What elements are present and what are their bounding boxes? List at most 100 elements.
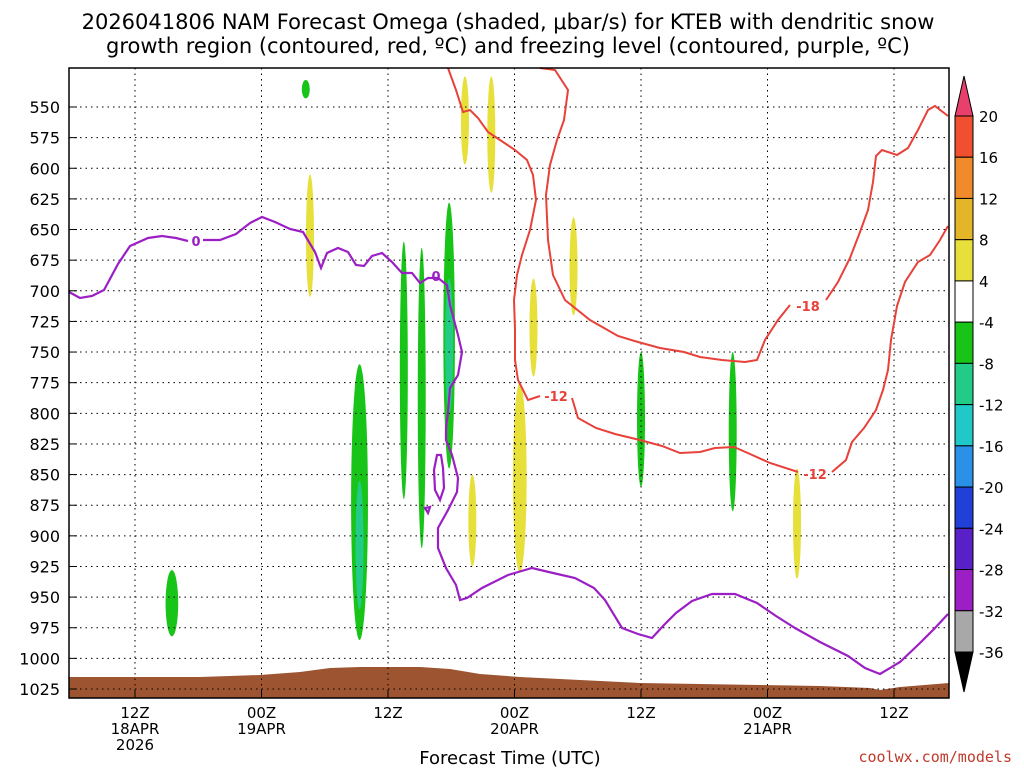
terrain-layer [69,667,949,698]
contour-layer: 0 0 -12 -18 -12 [68,67,949,676]
dgz-label-minus12-left: -12 [544,390,568,405]
y-tick-label-975: 975 [29,619,60,638]
y-tick-label-950: 950 [29,588,60,607]
colorbar-segment-2 [954,197,974,241]
colorbar-label-2: 12 [979,190,998,208]
colorbar-label-10: -24 [979,520,1004,538]
y-tick-label-650: 650 [29,221,60,240]
colorbar-segment-3 [954,239,974,282]
omega-region-16 [728,352,737,512]
x-tick-label-4-1: 12Z [626,704,655,722]
y-tick-label-875: 875 [29,496,60,515]
freezing-level-contour [68,215,949,676]
colorbar-label-4: 4 [979,273,989,291]
y-tick-label-850: 850 [29,466,60,485]
x-tick-label-6-1: 12Z [879,704,908,722]
colorbar: 20 16 12 8 4 -4 -8 -12 -16 -20 -24 -28 -32 -36 [954,75,1004,693]
colorbar-label-0: 20 [979,108,998,126]
y-tick-label-550: 550 [29,98,60,117]
colorbar-segment-4 [954,280,974,323]
omega-region-15 [637,352,645,487]
x-tick-label-1-2: 19APR [237,720,286,738]
omega-region-0 [165,570,179,637]
colorbar-label-3: 8 [979,232,989,250]
dgz-minus18-contour-right [825,104,949,301]
chart-title-line2: growth region (contoured, red, ºC) and f… [106,34,910,58]
x-tick-label-5-2: 21APR [743,720,792,738]
omega-region-2 [301,80,310,99]
y-tick-label-900: 900 [29,527,60,546]
freezing-level-label-1: 0 [191,235,200,250]
y-tick-label-1025: 1025 [19,680,60,699]
colorbar-segment-6 [954,362,974,406]
colorbar-label-5: -4 [979,314,994,332]
colorbar-segment-1 [954,156,974,199]
colorbar-segment-11 [954,569,974,612]
x-axis-label: Forecast Time (UTC) [419,748,600,768]
omega-region-12 [512,382,527,573]
colorbar-segment-12 [954,610,974,653]
colorbar-segment-7 [954,404,974,447]
grid-layer [69,68,949,698]
freezing-level-label-2: 0 [431,270,440,285]
x-tick-label-5-1: 00Z [753,704,782,722]
y-tick-label-600: 600 [29,159,60,178]
colorbar-top-triangle [954,75,974,117]
y-tick-label-575: 575 [29,129,60,148]
x-tick-label-0-1: 12Z [120,704,149,722]
omega-region-4 [355,480,364,610]
omega-region-14 [569,217,578,316]
x-tick-label-2-1: 12Z [373,704,402,722]
colorbar-label-13: -36 [979,644,1004,662]
y-tick-label-750: 750 [29,343,60,362]
dgz-minus12-contour-right [831,225,949,473]
x-tick-label-3-1: 00Z [500,704,529,722]
omega-region-11 [468,474,477,567]
dgz-minus12-contour-left [447,67,541,402]
colorbar-label-7: -12 [979,397,1004,415]
colorbar-segment-9 [954,486,974,529]
colorbar-segment-10 [954,527,974,571]
x-tick-label-0-2: 18APR [111,720,160,738]
dgz-minus12-contour-lower [571,397,799,473]
colorbar-bottom-triangle [954,651,974,693]
chart-title-line1: 2026041806 NAM Forecast Omega (shaded, μ… [82,10,935,34]
y-tick-label-1000: 1000 [19,649,60,668]
y-tick-label-925: 925 [29,557,60,576]
freezing-level-bubble-small [423,505,432,516]
credit-text: coolwx.com/models [858,748,1012,766]
omega-region-17 [793,468,802,579]
freezing-level-bubble [432,453,446,503]
colorbar-label-6: -8 [979,355,994,373]
omega-region-9 [460,76,469,165]
terrain-ground [69,667,949,698]
colorbar-label-12: -32 [979,603,1004,621]
omega-region-13 [529,278,538,377]
y-tick-label-775: 775 [29,374,60,393]
x-tick-label-3-2: 20APR [490,720,539,738]
omega-region-1 [305,174,314,297]
y-tick-label-675: 675 [29,251,60,270]
colorbar-label-11: -28 [979,562,1004,580]
colorbar-segment-5 [954,321,974,364]
dgz-label-minus12-right: -12 [803,468,827,483]
x-tick-label-1-1: 00Z [247,704,276,722]
omega-region-6 [417,247,426,549]
colorbar-label-8: -16 [979,438,1004,456]
omega-region-5 [399,241,408,500]
colorbar-label-1: 16 [979,149,998,167]
colorbar-segment-0 [954,115,974,158]
dgz-label-minus18: -18 [796,300,820,315]
y-axis-ticks: 550 575 600 625 650 675 700 725 750 775 800 825 850 8… [19,98,77,699]
y-tick-label-800: 800 [29,404,60,423]
colorbar-segment-8 [954,445,974,488]
y-tick-label-625: 625 [29,190,60,209]
colorbar-label-9: -20 [979,479,1004,497]
dgz-minus12-contour-upper [539,67,791,364]
y-tick-label-725: 725 [29,312,60,331]
y-tick-label-825: 825 [29,435,60,454]
y-tick-label-700: 700 [29,282,60,301]
x-tick-label-0-3: 2026 [116,736,154,754]
